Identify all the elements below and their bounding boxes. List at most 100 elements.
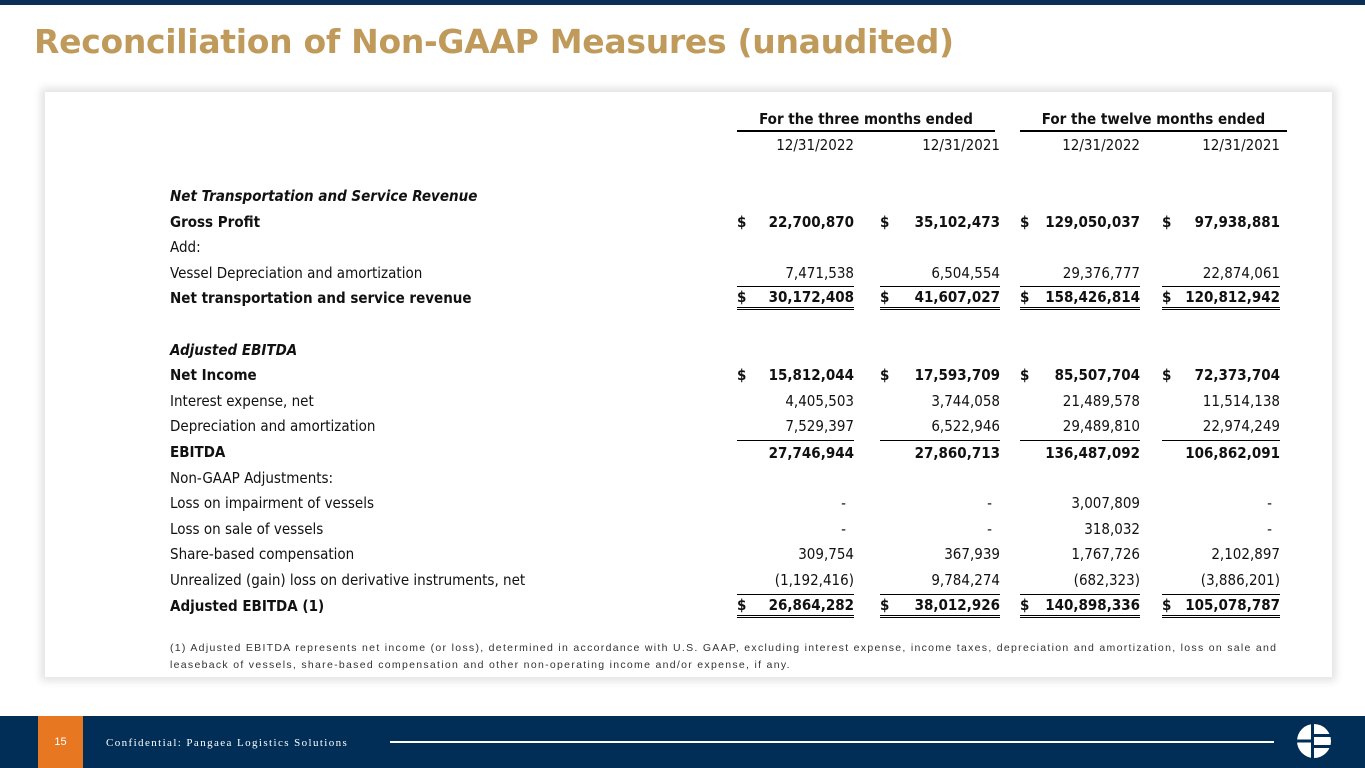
value-cell: $35,102,473 [880, 210, 1000, 234]
value-cell: (3,886,201) [1162, 568, 1280, 592]
dollar-sign: $ [1020, 288, 1030, 307]
row-label: EBITDA [170, 443, 226, 461]
value: 3,007,809 [1071, 494, 1140, 513]
value-cell: 9,784,274 [880, 568, 1000, 592]
value-cell: 27,746,944 [737, 440, 854, 464]
value: 120,812,942 [1185, 288, 1280, 307]
value: 129,050,037 [1045, 212, 1140, 231]
value: 106,862,091 [1185, 443, 1280, 462]
table-row: Adjusted EBITDA [170, 338, 1290, 362]
value-cell: $140,898,336 [1020, 593, 1140, 618]
value-cell [1020, 312, 1140, 336]
value-cell: - [880, 517, 1000, 541]
page-number: 15 [38, 716, 83, 768]
value-cell: $17,593,709 [880, 363, 1000, 387]
table-row [170, 312, 1290, 336]
value-cell [1162, 312, 1280, 336]
value: 38,012,926 [914, 595, 1000, 614]
row-label: Share-based compensation [170, 545, 355, 564]
value-cell [737, 184, 854, 208]
value: 29,489,810 [1062, 417, 1140, 436]
value-cell: 22,974,249 [1162, 414, 1280, 438]
value: 7,471,538 [785, 263, 854, 282]
dollar-sign: $ [1162, 595, 1172, 614]
table-row: Loss on impairment of vessels - - 3,007,809… [170, 491, 1290, 515]
value-cell: - [1162, 491, 1280, 515]
page-title: Reconciliation of Non-GAAP Measures (una… [34, 22, 954, 61]
value-cell: $97,938,881 [1162, 210, 1280, 234]
value-cell [1162, 338, 1280, 362]
row-label: Vessel Depreciation and amortization [170, 263, 423, 282]
value-cell [880, 466, 1000, 490]
header-twelve-months: For the twelve months ended [1020, 110, 1287, 132]
value-cell: 21,489,578 [1020, 389, 1140, 413]
value: 17,593,709 [914, 366, 1000, 385]
row-label: Loss on sale of vessels [170, 519, 324, 538]
value-cell: $30,172,408 [737, 286, 854, 311]
value-cell: 7,471,538 [737, 261, 854, 285]
value: 35,102,473 [914, 212, 1000, 231]
row-label: Net Income [170, 366, 257, 385]
confidential-label: Confidential: Pangaea Logistics Solution… [106, 737, 349, 749]
row-label: Depreciation and amortization [170, 417, 376, 436]
table-row: Net transportation and service revenue $3… [170, 286, 1290, 311]
dollar-sign: $ [1020, 366, 1030, 385]
value: (1,192,416) [774, 571, 854, 589]
value: 105,078,787 [1185, 595, 1280, 614]
value-cell [1162, 466, 1280, 490]
row-label: Adjusted EBITDA [170, 340, 298, 359]
value-cell: $158,426,814 [1020, 286, 1140, 311]
value-cell: $22,700,870 [737, 210, 854, 234]
value: 11,514,138 [1202, 391, 1280, 410]
table-row: Gross Profit $22,700,870 $35,102,473 $129,0… [170, 210, 1290, 234]
value-cell [880, 338, 1000, 362]
dollar-sign: $ [737, 288, 747, 307]
dollar-sign: $ [880, 595, 890, 614]
value: 136,487,092 [1045, 443, 1140, 462]
date-col-1: 12/31/2022 [776, 136, 854, 154]
value-cell [737, 338, 854, 362]
table-row: Non-GAAP Adjustments: [170, 466, 1290, 490]
table-row: Loss on sale of vessels - - 318,032 - [170, 517, 1290, 541]
row-label: Net transportation and service revenue [170, 289, 472, 308]
dollar-sign: $ [1162, 212, 1172, 231]
value-cell: 309,754 [737, 542, 854, 566]
value: 140,898,336 [1045, 595, 1140, 614]
value: 6,522,946 [931, 417, 1000, 436]
value-cell [1162, 235, 1280, 259]
value: 6,504,554 [931, 263, 1000, 282]
value-cell [737, 466, 854, 490]
value: 2,102,897 [1211, 545, 1280, 564]
value: 9,784,274 [931, 571, 1000, 589]
value-cell: 318,032 [1020, 517, 1140, 541]
value-cell: 11,514,138 [1162, 389, 1280, 413]
dollar-sign: $ [1020, 212, 1030, 231]
value-cell: 3,744,058 [880, 389, 1000, 413]
value: 158,426,814 [1045, 288, 1140, 307]
dollar-sign: $ [1020, 595, 1030, 614]
value: (3,886,201) [1200, 571, 1280, 589]
value: 27,860,713 [914, 443, 1000, 462]
value-cell: (682,323) [1020, 568, 1140, 592]
value: - [987, 519, 992, 538]
value-cell [1162, 184, 1280, 208]
header-three-months: For the three months ended [737, 110, 995, 132]
value-cell: 6,504,554 [880, 261, 1000, 285]
reconciliation-table-card: For the three months ended For the twelv… [45, 92, 1332, 677]
row-label: Adjusted EBITDA (1) [170, 596, 325, 615]
footer-divider [390, 741, 1274, 743]
row-label: Non-GAAP Adjustments: [170, 468, 334, 487]
value-cell [737, 312, 854, 336]
value-cell: (1,192,416) [737, 568, 854, 592]
value-cell [737, 235, 854, 259]
value-cell: $105,078,787 [1162, 593, 1280, 618]
value-cell: $120,812,942 [1162, 286, 1280, 311]
value-cell: 29,376,777 [1020, 261, 1140, 285]
value-cell: $85,507,704 [1020, 363, 1140, 387]
dollar-sign: $ [737, 212, 747, 231]
value: - [987, 494, 992, 513]
value: 85,507,704 [1054, 366, 1140, 385]
value-cell: 3,007,809 [1020, 491, 1140, 515]
value: 72,373,704 [1194, 366, 1280, 385]
table-row: Net Income $15,812,044 $17,593,709 $85,507,… [170, 363, 1290, 387]
